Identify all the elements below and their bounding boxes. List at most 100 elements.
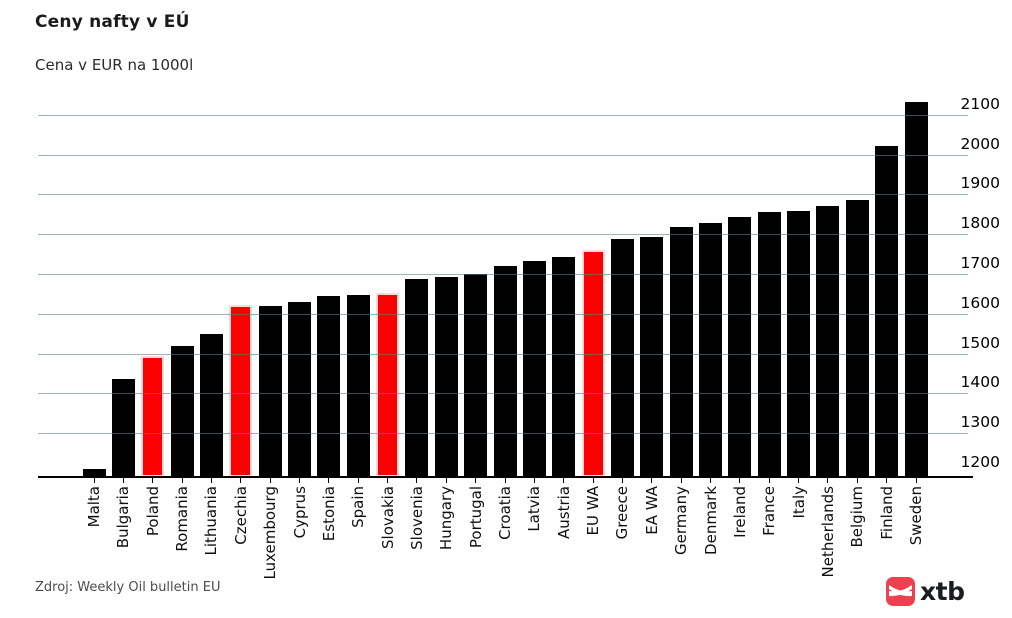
x-tick-slovenia <box>416 478 418 483</box>
x-tick-malta <box>93 478 95 483</box>
x-tick-ireland <box>739 478 741 483</box>
x-tick-ea-wa <box>651 478 653 483</box>
x-tick-label-slovenia: Slovenia <box>407 486 426 550</box>
x-tick-label-germany: Germany <box>672 486 691 555</box>
x-tick-label-ireland: Ireland <box>730 486 749 538</box>
y-tick-label-1400: 1400 <box>960 373 1000 392</box>
x-tick-label-latvia: Latvia <box>525 486 544 532</box>
bar-bulgaria <box>111 378 135 477</box>
y-tick-label-1700: 1700 <box>960 254 1000 272</box>
bar-slovenia <box>405 278 429 477</box>
bar-portugal <box>464 274 488 477</box>
chart-subtitle: Cena v EUR na 1000l <box>35 56 194 74</box>
bar-belgium <box>845 199 869 477</box>
bar-slovakia <box>376 293 400 477</box>
xtb-logo-text: xtb <box>920 577 965 606</box>
x-tick-denmark <box>710 478 711 483</box>
bar-cyprus <box>288 301 311 477</box>
gridline-2100 <box>38 114 968 116</box>
bar-ireland <box>728 217 752 477</box>
x-tick-bulgaria <box>122 478 124 483</box>
x-tick-label-austria: Austria <box>554 486 573 539</box>
x-tick-label-croatia: Croatia <box>496 486 514 540</box>
bar-luxembourg <box>258 305 282 477</box>
x-tick-netherlands <box>827 478 829 483</box>
x-tick-label-estonia: Estonia <box>319 486 338 542</box>
x-tick-portugal <box>475 478 477 483</box>
bar-ea-wa <box>640 236 664 477</box>
chart-title: Ceny nafty v EÚ <box>35 12 190 32</box>
x-tick-france <box>768 478 770 483</box>
gridline-1700 <box>38 274 968 275</box>
x-tick-czechia <box>240 478 242 483</box>
gridline-1300 <box>38 433 968 435</box>
x-tick-finland <box>886 478 888 483</box>
bar-germany <box>669 227 693 477</box>
bar-austria <box>552 256 576 477</box>
x-tick-slovakia <box>387 478 389 483</box>
x-tick-luxembourg <box>269 478 271 483</box>
x-tick-label-greece: Greece <box>613 486 632 540</box>
x-tick-label-luxembourg: Luxembourg <box>261 486 280 580</box>
y-tick-label-2100: 2100 <box>960 94 1000 113</box>
y-tick-label-1900: 1900 <box>960 174 1000 193</box>
x-tick-latvia <box>533 478 535 483</box>
y-tick-label-1500: 1500 <box>960 333 1000 352</box>
x-tick-label-malta: Malta <box>85 486 103 528</box>
x-tick-croatia <box>504 478 506 483</box>
x-tick-italy <box>798 478 800 483</box>
bar-lithuania <box>199 334 223 477</box>
x-tick-belgium <box>856 478 858 483</box>
bar-poland <box>141 356 165 477</box>
x-tick-label-eu-wa: EU WA <box>584 486 603 536</box>
x-tick-label-italy: Italy <box>789 486 808 519</box>
bar-czechia <box>229 305 253 477</box>
bar-spain <box>346 294 370 477</box>
bar-sweden <box>904 102 928 477</box>
bar-malta <box>82 469 106 477</box>
gridline-1600 <box>38 313 968 315</box>
bar-romania <box>170 346 194 477</box>
gridline-1800 <box>38 234 968 236</box>
y-tick-label-1300: 1300 <box>960 413 1000 432</box>
x-tick-sweden <box>915 478 917 483</box>
y-tick-label-1600: 1600 <box>960 293 1000 312</box>
bar-latvia <box>522 260 546 477</box>
gridline-2000 <box>38 154 968 156</box>
bar-croatia <box>493 266 517 477</box>
gridline-1400 <box>38 393 968 395</box>
x-tick-label-denmark: Denmark <box>701 486 720 555</box>
x-tick-label-hungary: Hungary <box>437 486 456 551</box>
bar-italy <box>787 210 811 477</box>
x-tick-label-spain: Spain <box>349 486 368 528</box>
bar-estonia <box>317 295 341 477</box>
x-tick-label-france: France <box>760 486 779 536</box>
x-tick-cyprus <box>299 478 300 483</box>
x-tick-label-portugal: Portugal <box>466 486 485 549</box>
bar-netherlands <box>816 205 840 477</box>
x-tick-lithuania <box>210 478 212 483</box>
x-tick-eu-wa <box>592 478 594 483</box>
bar-greece <box>610 239 634 477</box>
x-tick-label-cyprus: Cyprus <box>290 486 309 539</box>
x-tick-estonia <box>328 478 330 483</box>
x-axis-line <box>38 476 973 478</box>
gridline-1900 <box>38 194 968 196</box>
x-tick-poland <box>152 478 154 483</box>
x-tick-spain <box>357 478 359 483</box>
bar-hungary <box>434 277 458 477</box>
x-tick-label-czechia: Czechia <box>231 486 250 545</box>
x-tick-label-sweden: Sweden <box>907 486 925 546</box>
xtb-swoosh-icon <box>886 577 915 606</box>
y-tick-label-1200: 1200 <box>960 453 1000 471</box>
bar-eu-wa <box>581 249 605 477</box>
x-tick-label-ea-wa: EA WA <box>642 486 661 535</box>
x-tick-label-netherlands: Netherlands <box>818 486 837 578</box>
xtb-logo: xtb <box>886 577 965 606</box>
x-tick-hungary <box>445 478 447 483</box>
x-tick-label-poland: Poland <box>143 486 162 537</box>
bar-denmark <box>699 222 722 477</box>
gridline-1500 <box>38 353 968 355</box>
x-tick-germany <box>680 478 682 483</box>
